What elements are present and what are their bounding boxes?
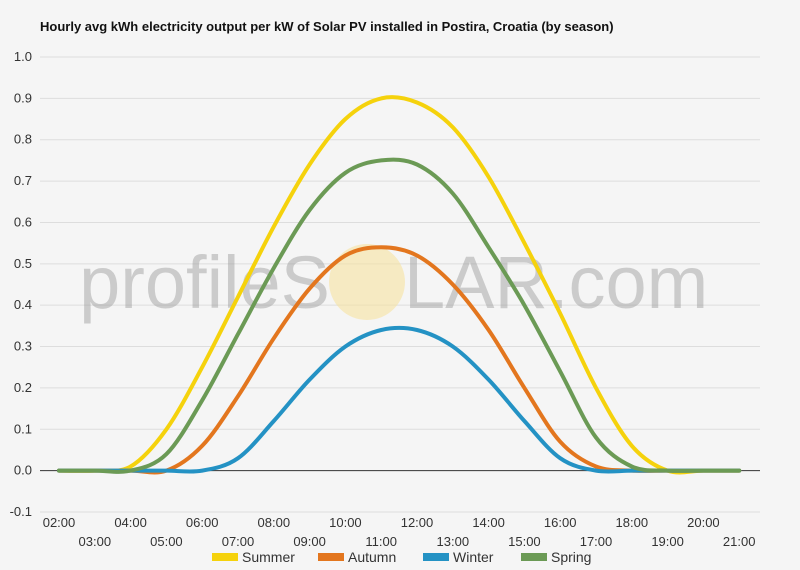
y-tick-label: 0.0 — [14, 463, 32, 478]
legend-swatch — [521, 553, 547, 561]
watermark-text-right: LAR.com — [404, 241, 708, 324]
y-tick-label: 0.9 — [14, 90, 32, 105]
legend-swatch — [423, 553, 449, 561]
grid-layer — [40, 56, 760, 513]
x-tick-label: 16:00 — [544, 515, 577, 530]
x-tick-label: 14:00 — [472, 515, 505, 530]
y-tick-label: 0.5 — [14, 256, 32, 271]
x-tick-label: 21:00 — [723, 534, 756, 549]
legend-label: Winter — [453, 549, 494, 565]
x-tick-label: 10:00 — [329, 515, 362, 530]
x-tick-label: 12:00 — [401, 515, 434, 530]
x-tick-label: 09:00 — [293, 534, 326, 549]
x-tick-label: 07:00 — [222, 534, 255, 549]
watermark-text-left: profileS — [79, 241, 330, 324]
y-tick-label: 0.1 — [14, 421, 32, 436]
legend-swatch — [212, 553, 238, 561]
x-tick-label: 05:00 — [150, 534, 183, 549]
y-tick-label: 0.2 — [14, 380, 32, 395]
x-axis: 02:0003:0004:0005:0006:0007:0008:0009:00… — [43, 515, 756, 549]
x-tick-label: 17:00 — [580, 534, 613, 549]
x-tick-label: 19:00 — [651, 534, 684, 549]
y-tick-label: 0.6 — [14, 214, 32, 229]
y-axis: -0.1 0.0 0.1 0.2 0.3 0.4 0.5 0.6 0.7 0.8 0.9 1.0 — [10, 49, 32, 519]
y-tick-label: 0.8 — [14, 132, 32, 147]
y-tick-label: 0.3 — [14, 339, 32, 354]
legend-label: Summer — [242, 549, 295, 565]
legend: Summer Autumn Winter Spring — [212, 549, 591, 565]
series-layer — [57, 95, 742, 475]
legend-label: Spring — [551, 549, 591, 565]
y-tick-label: 0.7 — [14, 173, 32, 188]
x-tick-label: 02:00 — [43, 515, 76, 530]
series-line-winter — [57, 325, 742, 474]
x-tick-label: 11:00 — [365, 534, 397, 549]
legend-label: Autumn — [348, 549, 396, 565]
y-tick-label: -0.1 — [10, 504, 32, 519]
x-tick-label: 18:00 — [616, 515, 649, 530]
y-tick-label: 0.4 — [14, 297, 32, 312]
legend-swatch — [318, 553, 344, 561]
chart-title: Hourly avg kWh electricity output per kW… — [40, 19, 614, 34]
y-tick-label: 1.0 — [14, 49, 32, 64]
x-tick-label: 20:00 — [687, 515, 720, 530]
x-tick-label: 06:00 — [186, 515, 219, 530]
x-tick-label: 08:00 — [258, 515, 291, 530]
x-tick-label: 15:00 — [508, 534, 541, 549]
watermark-layer: profileS LAR.com — [79, 241, 708, 324]
x-tick-label: 13:00 — [437, 534, 470, 549]
series-line-summer — [57, 95, 742, 475]
x-tick-label: 04:00 — [114, 515, 147, 530]
watermark-sun-icon — [329, 244, 405, 320]
series-line-spring — [57, 157, 742, 474]
x-tick-label: 03:00 — [79, 534, 112, 549]
